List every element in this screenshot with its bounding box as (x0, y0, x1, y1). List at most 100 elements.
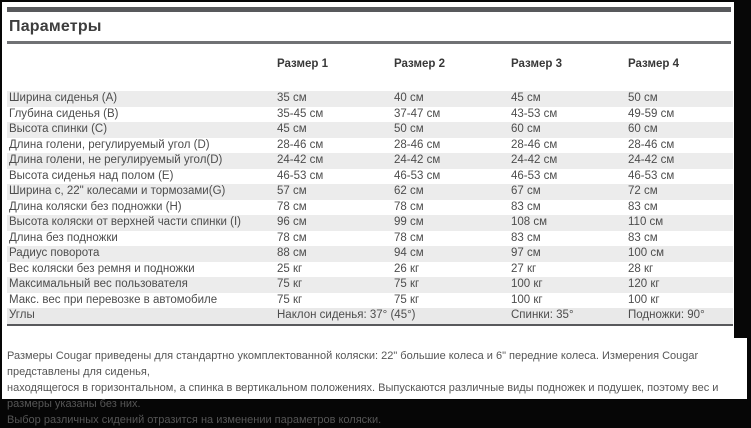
table-row: Длина без подножки 78 см 78 см 83 см 83 … (7, 231, 733, 247)
param-value: 49-59 см (628, 107, 675, 120)
table-row: Длина коляски без подножки (H) 78 см 78 … (7, 200, 733, 216)
param-label: Макс. вес при перевозке в автомобиле (9, 293, 218, 306)
table-row: Длина голени, не регулируемый угол(D) 24… (7, 153, 733, 169)
param-value: 75 кг (277, 293, 303, 306)
footnote-line: Выбор различных сидений отразится на изм… (7, 413, 382, 426)
table-row: Ширина сиденья (A) 35 см 40 см 45 см 50 … (7, 91, 733, 107)
param-value: 100 кг (508, 277, 625, 293)
param-value: 78 см (394, 200, 424, 213)
param-value: 37-47 см (394, 107, 441, 120)
param-label: Длина коляски без подножки (H) (9, 200, 182, 213)
param-label: Высота спинки (C) (7, 122, 274, 138)
param-value: 57 см (274, 184, 391, 200)
table-row: Высота коляски от верхней части спинки (… (7, 215, 733, 231)
param-value: 46-53 см (628, 169, 675, 182)
param-value: 78 см (394, 231, 424, 244)
column-header-size3: Размер 3 (511, 57, 563, 70)
param-value: 96 см (274, 215, 391, 231)
table-row: Макс. вес при перевозке в автомобиле 75 … (7, 293, 733, 309)
param-value: 83 см (628, 200, 658, 213)
column-header-empty (7, 44, 274, 91)
content-area: Параметры Размер 1 Размер 2 Размер 3 Раз… (7, 7, 748, 428)
param-value: 75 кг (391, 277, 508, 293)
param-label: Длина голени, регулируемый угол (D) (9, 138, 210, 151)
table-row: Вес коляски без ремня и подножки 25 кг 2… (7, 262, 733, 278)
page-title: Параметры (7, 12, 731, 44)
param-value: 78 см (277, 231, 307, 244)
param-value: 75 кг (394, 293, 420, 306)
param-label: Длина без подножки (9, 231, 118, 244)
param-label: Длина голени, не регулируемый угол(D) (7, 153, 274, 169)
param-value: 72 см (625, 184, 733, 200)
param-value: 45 см (274, 122, 391, 138)
param-label: Максимальный вес пользователя (7, 277, 274, 293)
param-value: 24-42 см (274, 153, 391, 169)
param-value: 97 см (508, 246, 625, 262)
param-value: 25 кг (277, 262, 303, 275)
param-value: 88 см (274, 246, 391, 262)
param-value: 50 см (625, 91, 733, 107)
param-value: 120 кг (625, 277, 733, 293)
param-value: 24-42 см (508, 153, 625, 169)
table-header-row: Размер 1 Размер 2 Размер 3 Размер 4 (7, 44, 733, 91)
param-value: 50 см (391, 122, 508, 138)
param-value: 27 кг (511, 262, 537, 275)
param-value: 60 см (625, 122, 733, 138)
param-value: 24-42 см (391, 153, 508, 169)
param-value: 26 кг (394, 262, 420, 275)
table-row: Длина голени, регулируемый угол (D) 28-4… (7, 138, 733, 154)
top-accent-bar (7, 7, 731, 12)
table-row: Высота спинки (C) 45 см 50 см 60 см 60 с… (7, 122, 733, 138)
param-value: 83 см (511, 231, 541, 244)
angle-footrest-value: Подножки: 90° (625, 308, 733, 326)
param-value: 43-53 см (511, 107, 558, 120)
column-header-size4: Размер 4 (628, 57, 680, 70)
table-row: Максимальный вес пользователя 75 кг 75 к… (7, 277, 733, 293)
param-value: 75 кг (274, 277, 391, 293)
table-row: Ширина с, 22" колесами и тормозами(G) 57… (7, 184, 733, 200)
param-value: 94 см (391, 246, 508, 262)
param-label: Вес коляски без ремня и подножки (9, 262, 195, 275)
param-value: 110 см (625, 215, 733, 231)
column-header-size2: Размер 2 (394, 57, 446, 70)
param-value: 83 см (511, 200, 541, 213)
param-value: 28-46 см (628, 138, 675, 151)
param-value: 83 см (628, 231, 658, 244)
param-label: Высота коляски от верхней части спинки (… (7, 215, 274, 231)
footnote-line: находящегося в горизонтальном, а спинка … (7, 381, 719, 410)
param-value: 100 кг (511, 293, 543, 306)
footnote: Размеры Cougar приведены для стандартно … (7, 348, 748, 428)
param-value: 99 см (391, 215, 508, 231)
param-label: Глубина сиденья (B) (9, 107, 119, 120)
param-value: 28-46 см (277, 138, 324, 151)
param-value: 60 см (508, 122, 625, 138)
param-label: Ширина сиденья (A) (7, 91, 274, 107)
param-value: 100 см (625, 246, 733, 262)
table-row-angles: Углы Наклон сиденья: 37° (45°) Спинки: 3… (7, 308, 733, 326)
param-value: 46-53 см (277, 169, 324, 182)
table-row: Высота сиденья над полом (E) 46-53 см 46… (7, 169, 733, 185)
parameters-table: Размер 1 Размер 2 Размер 3 Размер 4 Шири… (7, 44, 733, 326)
right-black-band (734, 0, 751, 338)
param-value: 28-46 см (394, 138, 441, 151)
footnote-line: Размеры Cougar приведены для стандартно … (7, 349, 699, 378)
param-label: Углы (7, 308, 274, 326)
param-value: 45 см (508, 91, 625, 107)
column-header-size1: Размер 1 (277, 57, 329, 70)
angle-back-value: Спинки: 35° (508, 308, 625, 326)
param-label: Радиус поворота (7, 246, 274, 262)
param-label: Высота сиденья над полом (E) (9, 169, 174, 182)
param-value: 28 кг (628, 262, 654, 275)
param-value: 78 см (277, 200, 307, 213)
param-value: 46-53 см (394, 169, 441, 182)
param-label: Ширина с, 22" колесами и тормозами(G) (7, 184, 274, 200)
param-value: 46-53 см (511, 169, 558, 182)
param-value: 35 см (274, 91, 391, 107)
angle-seat-value: Наклон сиденья: 37° (45°) (274, 308, 508, 326)
param-value: 28-46 см (511, 138, 558, 151)
param-value: 24-42 см (625, 153, 733, 169)
param-value: 67 см (508, 184, 625, 200)
param-value: 62 см (391, 184, 508, 200)
